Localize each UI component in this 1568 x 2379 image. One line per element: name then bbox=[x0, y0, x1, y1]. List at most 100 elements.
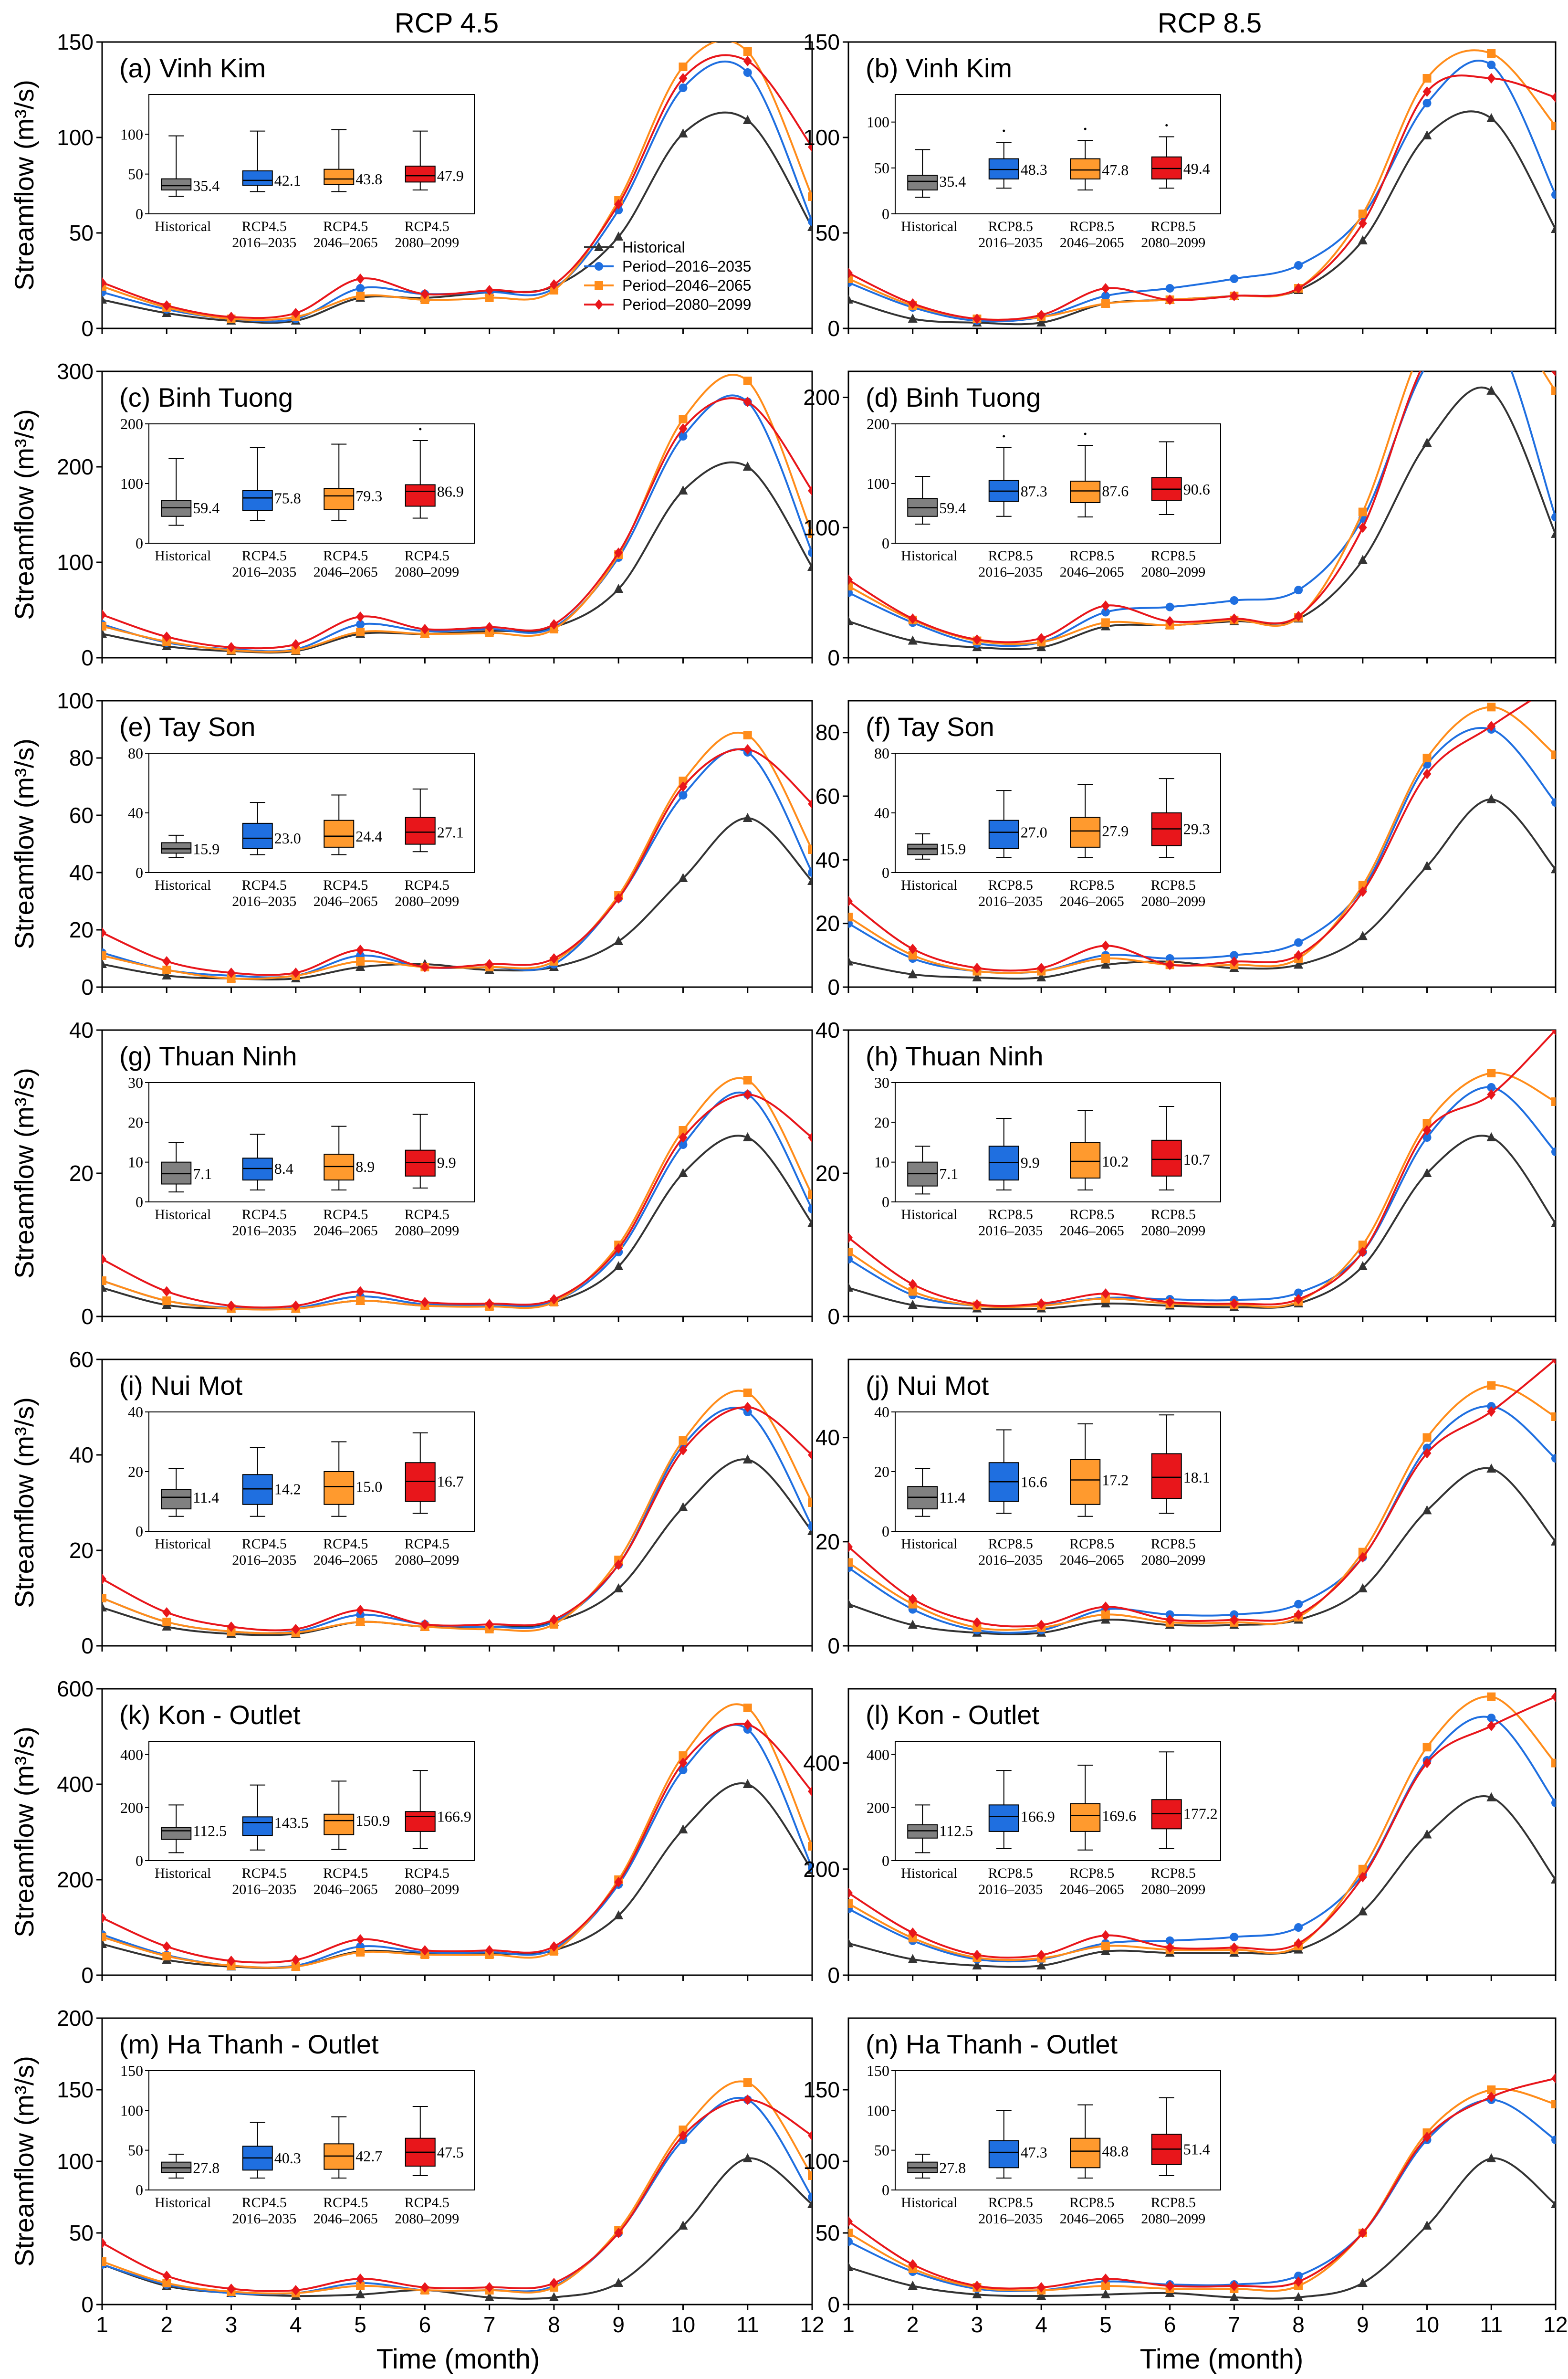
box-category-period: 2046–2065 bbox=[314, 894, 378, 909]
data-point bbox=[1551, 1218, 1556, 1227]
data-point bbox=[1551, 2136, 1556, 2144]
x-tick-label: 4 bbox=[1035, 2312, 1047, 2337]
data-point bbox=[1358, 1261, 1368, 1270]
box-outlier bbox=[1084, 432, 1087, 435]
box-0: 27.8 Historical bbox=[155, 2154, 220, 2211]
box-0: 112.5 Historical bbox=[155, 1804, 227, 1881]
box-0: 35.4 Historical bbox=[155, 135, 220, 234]
data-point bbox=[743, 397, 752, 407]
box-category-period: 2016–2035 bbox=[232, 1223, 296, 1239]
data-point bbox=[102, 927, 106, 938]
box-median-label: 47.8 bbox=[1102, 161, 1129, 179]
data-point bbox=[1551, 1874, 1556, 1884]
data-point bbox=[1165, 959, 1174, 970]
box-category-label: Historical bbox=[901, 548, 957, 564]
box-category-period: 2046–2065 bbox=[1060, 894, 1124, 909]
panel-c: 0 100 200 300 Streamflow (m³/s) (c) Binh Tuon… bbox=[9, 359, 813, 670]
data-point bbox=[420, 2282, 429, 2293]
y-tick-label: 0 bbox=[827, 1633, 840, 1658]
box-category-label: RCP4.5 bbox=[242, 1207, 287, 1222]
x-tick-label: 8 bbox=[1292, 2312, 1305, 2337]
data-point bbox=[614, 199, 623, 210]
data-point bbox=[1037, 1949, 1046, 1960]
data-point bbox=[227, 974, 236, 983]
data-point bbox=[227, 312, 236, 322]
data-point bbox=[356, 1618, 365, 1626]
data-point bbox=[1101, 1288, 1110, 1299]
series-group bbox=[848, 2073, 1556, 2301]
inset-y-tick-label: 400 bbox=[120, 1746, 143, 1763]
data-point bbox=[1551, 1536, 1556, 1546]
data-point bbox=[1294, 586, 1303, 595]
data-point bbox=[848, 1541, 853, 1552]
data-point bbox=[485, 285, 494, 295]
data-point bbox=[1422, 1119, 1432, 1127]
data-point bbox=[1036, 317, 1046, 326]
box-median-label: 16.7 bbox=[437, 1473, 464, 1490]
box-category-period: 2016–2035 bbox=[232, 235, 296, 251]
inset-y-tick-label: 200 bbox=[120, 415, 143, 432]
data-point bbox=[1229, 2292, 1239, 2301]
data-point bbox=[808, 485, 812, 496]
box-category-period: 2016–2035 bbox=[978, 1552, 1043, 1568]
box-median-label: 23.0 bbox=[274, 830, 301, 847]
box-median-label: 43.8 bbox=[355, 170, 382, 188]
box-category-period: 2080–2099 bbox=[395, 235, 459, 251]
data-point bbox=[678, 2221, 688, 2230]
x-tick-label: 12 bbox=[1543, 2312, 1568, 2337]
data-point bbox=[808, 1498, 812, 1507]
series-line-2 bbox=[848, 1384, 1556, 1631]
data-point bbox=[972, 314, 982, 324]
x-tick-label: 4 bbox=[290, 2312, 302, 2337]
data-point bbox=[1037, 2282, 1046, 2293]
data-point bbox=[1358, 931, 1368, 940]
data-point bbox=[972, 2281, 982, 2291]
data-point bbox=[848, 268, 853, 278]
data-point bbox=[614, 1910, 624, 1919]
data-point bbox=[1487, 2085, 1496, 2094]
data-point bbox=[908, 1300, 918, 1309]
box-category-period: 2016–2035 bbox=[978, 894, 1043, 909]
data-point bbox=[1101, 1941, 1110, 1950]
data-point bbox=[743, 1719, 752, 1730]
data-point bbox=[679, 84, 688, 92]
box-category-period: 2016–2035 bbox=[232, 894, 296, 909]
box-median-label: 11.4 bbox=[193, 1489, 219, 1506]
data-point bbox=[549, 286, 558, 295]
y-tick-label: 0 bbox=[81, 2292, 94, 2317]
box-iqr bbox=[161, 1489, 192, 1510]
data-point bbox=[549, 619, 558, 630]
y-tick-label: 0 bbox=[827, 316, 840, 341]
y-axis-label: Streamflow (m³/s) bbox=[9, 1397, 39, 1608]
data-point bbox=[808, 192, 812, 201]
data-point bbox=[355, 2289, 366, 2298]
box-iqr bbox=[1070, 1459, 1101, 1505]
box-iqr bbox=[324, 1813, 355, 1835]
y-tick-label: 200 bbox=[57, 1867, 94, 1892]
inset-y-tick-label: 20 bbox=[128, 1463, 143, 1480]
inset-y-tick-label: 0 bbox=[882, 1193, 889, 1211]
data-point bbox=[1101, 283, 1110, 294]
box-category-label: RCP8.5 bbox=[1151, 219, 1196, 234]
box-0: 7.1 Historical bbox=[155, 1142, 212, 1222]
inset-y-tick-label: 100 bbox=[867, 475, 889, 492]
data-point bbox=[356, 628, 365, 636]
box-category-period: 2016–2035 bbox=[978, 235, 1043, 251]
data-point bbox=[162, 1952, 171, 1960]
data-point bbox=[908, 1279, 917, 1290]
data-point bbox=[1294, 261, 1303, 270]
box-category-label: RCP8.5 bbox=[1069, 219, 1114, 234]
data-point bbox=[102, 629, 107, 638]
series-group bbox=[848, 1359, 1556, 1637]
data-point bbox=[356, 1296, 365, 1305]
y-tick-label: 50 bbox=[815, 2221, 840, 2245]
data-point bbox=[356, 2282, 365, 2290]
data-point bbox=[1294, 1288, 1303, 1297]
